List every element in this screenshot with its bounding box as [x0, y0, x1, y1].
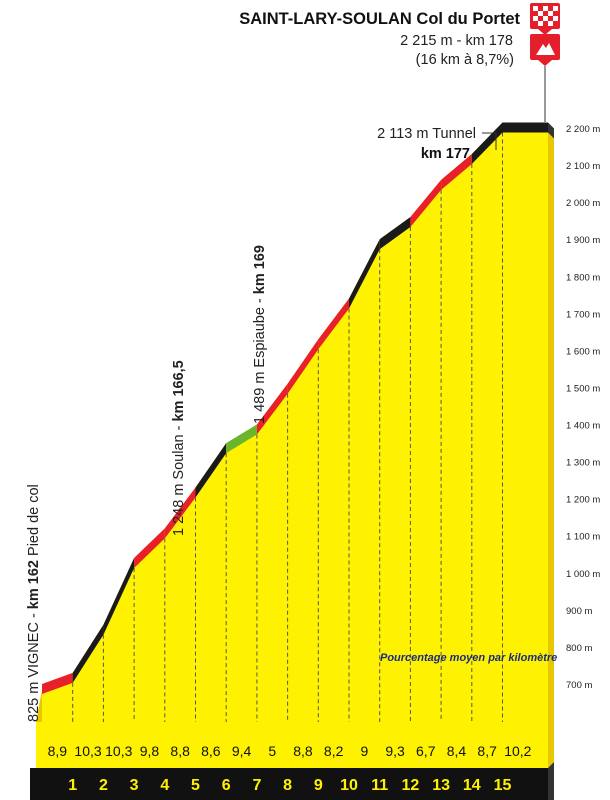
y-tick-label: 1 100 m: [566, 532, 600, 543]
y-tick-label: 1 900 m: [566, 235, 600, 246]
gradient-segment: [72, 624, 104, 683]
gradient-value-label: 8,6: [201, 743, 221, 759]
gradient-value-label: 8,2: [324, 743, 344, 759]
gradient-value-label: 8,4: [447, 743, 467, 759]
checker-square: [533, 6, 538, 11]
y-tick-label: 1 000 m: [566, 569, 600, 580]
gradient-band-side: [548, 716, 554, 768]
gradient-value-label: 10,3: [105, 743, 132, 759]
km-tick-label: 14: [463, 777, 481, 794]
y-tick-label: 1 800 m: [566, 272, 600, 283]
mountain-summit-icon: [530, 34, 560, 66]
y-tick-label: 2 100 m: [566, 161, 600, 172]
km-tick-label: 3: [130, 777, 139, 794]
gradient-segment: [134, 528, 165, 568]
summit-altitude-km: 2 215 m - km 178: [400, 33, 513, 49]
gradient-value-label: 8,8: [293, 743, 313, 759]
checker-square: [538, 11, 543, 16]
gradient-value-label: 9,8: [140, 743, 160, 759]
gradient-value-label: 10,3: [74, 743, 101, 759]
km-tick-label: 12: [402, 777, 420, 794]
checker-square: [533, 16, 538, 21]
km-tick-label: 2: [99, 777, 108, 794]
checker-square: [548, 11, 553, 16]
checker-square: [538, 21, 543, 26]
gradient-segment: [379, 216, 411, 250]
gradient-value-label: 8,9: [48, 743, 68, 759]
gradient-segment: [226, 424, 257, 454]
gradient-segment: [441, 153, 472, 190]
y-tick-label: 1 500 m: [566, 383, 600, 394]
base-band: 8,9 10,3 10,3 9,8 8,8 8,6 9,4 5 8,8 8,2 9 9,3 6,7 8,4…: [30, 716, 554, 800]
gradient-value-label: 8,8: [170, 743, 190, 759]
gradient-value-label: 9,4: [232, 743, 252, 759]
km-tick-label: 1: [68, 777, 77, 794]
gradient-ribbon: [42, 122, 554, 694]
profile-area-layer: [36, 122, 554, 722]
checker-square: [543, 16, 548, 21]
gradient-segment: [318, 298, 349, 350]
gradient-value-label: 6,7: [416, 743, 436, 759]
gradient-segment: [195, 443, 227, 498]
km-tick-label: 13: [432, 777, 450, 794]
km-band: [30, 768, 548, 800]
gradient-segment: [349, 239, 380, 309]
gradient-band: [36, 722, 548, 768]
y-tick-label: 2 200 m: [566, 124, 600, 135]
km-gridlines: [72, 132, 503, 722]
y-tick-label: 1 400 m: [566, 421, 600, 432]
profile-area-side: [548, 122, 554, 722]
espiaube-annotation: 1 489 m Espiaube - km 169: [252, 245, 268, 424]
km-tick-label: 11: [371, 777, 388, 794]
y-tick-label: 700 m: [566, 680, 592, 691]
tunnel-altitude-label: 2 113 m Tunnel: [377, 126, 476, 142]
km-tick-label: 8: [283, 777, 292, 794]
checker-square: [553, 6, 558, 11]
km-tick-label: 5: [191, 777, 200, 794]
tunnel-km-label: km 177: [421, 146, 470, 162]
km-tick-label: 7: [252, 777, 261, 794]
y-tick-label: 900 m: [566, 606, 592, 617]
checker-square: [553, 16, 558, 21]
gradient-segment: [287, 339, 319, 394]
gradient-segment: [256, 383, 288, 435]
gradient-segment: [164, 487, 196, 539]
checker-square: [548, 21, 553, 26]
tunnel-leader-line: [482, 132, 497, 150]
climb-length-gradient: (16 km à 8,7%): [416, 52, 514, 68]
km-tick-label: 4: [160, 777, 169, 794]
gradient-value-label: 10,2: [504, 743, 531, 759]
gradient-segment: [103, 557, 135, 635]
km-tick-label: 9: [314, 777, 323, 794]
y-tick-label: 1 600 m: [566, 346, 600, 357]
y-tick-label: 1 300 m: [566, 458, 600, 469]
start-annotation: 825 m VIGNEC - km 162 Pied de col: [26, 484, 42, 722]
gradient-legend-note: Pourcentage moyen par kilomètre: [380, 652, 557, 664]
gradient-value-label: 9: [360, 743, 368, 759]
y-tick-label: 800 m: [566, 643, 592, 654]
checker-square: [543, 6, 548, 11]
soulan-annotation: 1 248 m Soulan - km 166,5: [171, 360, 187, 536]
ribbon-end-cap: [548, 122, 554, 139]
y-tick-label: 2 000 m: [566, 198, 600, 209]
km-tick-label: 15: [494, 777, 512, 794]
km-tick-label: 6: [222, 777, 231, 794]
y-tick-label: 1 200 m: [566, 495, 600, 506]
y-axis: 700 m 800 m 900 m 1 000 m 1 100 m 1 200 m 1 30…: [566, 124, 600, 691]
gradient-segment: [410, 179, 442, 227]
gradient-value-label: 8,7: [477, 743, 497, 759]
km-band-side: [548, 762, 554, 800]
gradient-value-label: 5: [268, 743, 276, 759]
y-tick-label: 1 700 m: [566, 309, 600, 320]
gradient-segment: [42, 672, 73, 694]
profile-area-left-edge: [36, 690, 42, 722]
profile-area: [42, 122, 548, 722]
gradient-segment: [502, 122, 548, 133]
checkered-flag-icon: [530, 3, 560, 35]
gradient-value-label: 9,3: [385, 743, 405, 759]
chart-title: SAINT-LARY-SOULAN Col du Portet: [239, 10, 520, 28]
km-tick-label: 10: [340, 777, 358, 794]
